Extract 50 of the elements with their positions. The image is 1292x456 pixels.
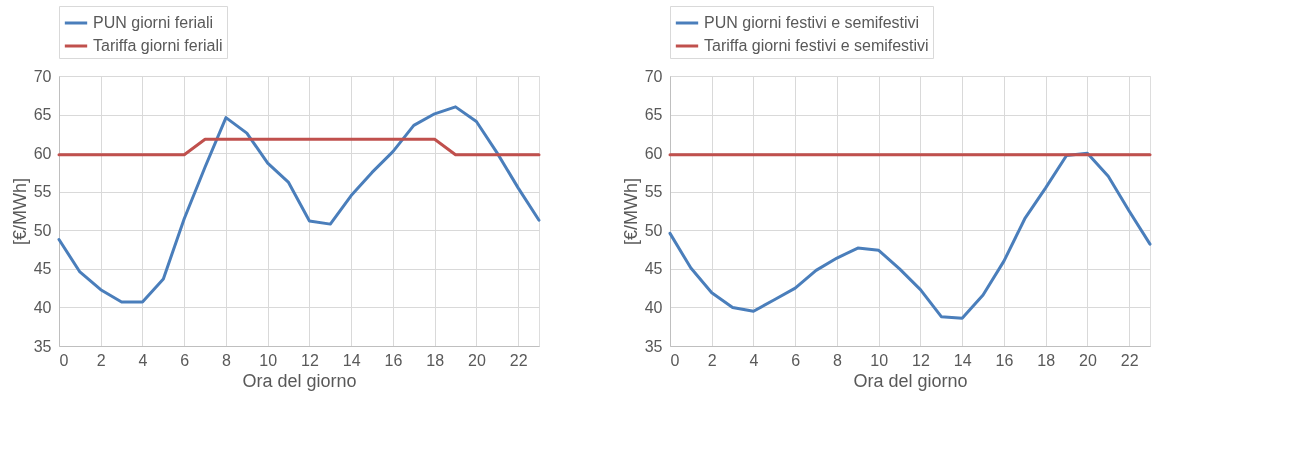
x-tick-label: 22	[1120, 351, 1139, 369]
y-axis-title: [€/MWh]	[620, 177, 641, 246]
x-tick-label: 6	[791, 351, 801, 369]
line-series	[57, 105, 541, 304]
x-tick-label: 20	[467, 351, 486, 369]
x-tick-label: 10	[870, 351, 889, 369]
y-tick-label: 70	[644, 67, 663, 85]
legend-label: PUN giorni festivi e semifestivi	[704, 14, 920, 31]
y-tick-label: 50	[33, 221, 52, 239]
x-tick-label: 0	[670, 351, 680, 369]
y-tick-label: 50	[644, 221, 663, 239]
x-tick-label: 8	[222, 351, 231, 369]
x-tick-label: 4	[138, 351, 148, 369]
x-tick-label: 22	[509, 351, 528, 369]
y-tick-label: 40	[33, 298, 52, 316]
x-axis-title: Ora del giorno	[853, 370, 968, 391]
y-tick-label: 55	[644, 183, 663, 201]
x-tick-label: 20	[1078, 351, 1097, 369]
x-tick-label: 18	[1037, 351, 1056, 369]
y-tick-label: 60	[33, 144, 52, 162]
y-tick-label: 65	[33, 106, 52, 124]
y-tick-label: 35	[33, 337, 52, 355]
x-tick-label: 12	[301, 351, 319, 369]
x-tick-label: 14	[953, 351, 972, 369]
y-tick-label: 45	[33, 260, 52, 278]
x-tick-label: 16	[384, 351, 403, 369]
x-tick-label: 12	[912, 351, 930, 369]
y-tick-label: 45	[644, 260, 663, 278]
x-tick-label: 8	[833, 351, 842, 369]
x-tick-label: 6	[180, 351, 190, 369]
y-tick-label: 60	[644, 144, 663, 162]
x-tick-label: 2	[96, 351, 106, 369]
y-tick-label: 65	[644, 106, 663, 124]
y-tick-label: 70	[33, 67, 52, 85]
y-tick-label: 35	[644, 337, 663, 355]
x-tick-label: 0	[59, 351, 69, 369]
legend-label: Tariffa giorni festivi e semifestivi	[704, 37, 929, 54]
x-tick-label: 18	[426, 351, 445, 369]
x-tick-label: 2	[707, 351, 717, 369]
y-axis-title: [€/MWh]	[9, 177, 30, 246]
line-series	[668, 151, 1152, 320]
y-tick-label: 40	[644, 298, 663, 316]
y-tick-label: 55	[33, 183, 52, 201]
legend-label: Tariffa giorni feriali	[93, 37, 223, 54]
x-tick-label: 10	[259, 351, 278, 369]
x-tick-label: 16	[995, 351, 1014, 369]
legend-label: PUN giorni feriali	[93, 14, 214, 31]
x-tick-label: 4	[749, 351, 759, 369]
x-axis-title: Ora del giorno	[242, 370, 357, 391]
x-tick-label: 14	[342, 351, 361, 369]
